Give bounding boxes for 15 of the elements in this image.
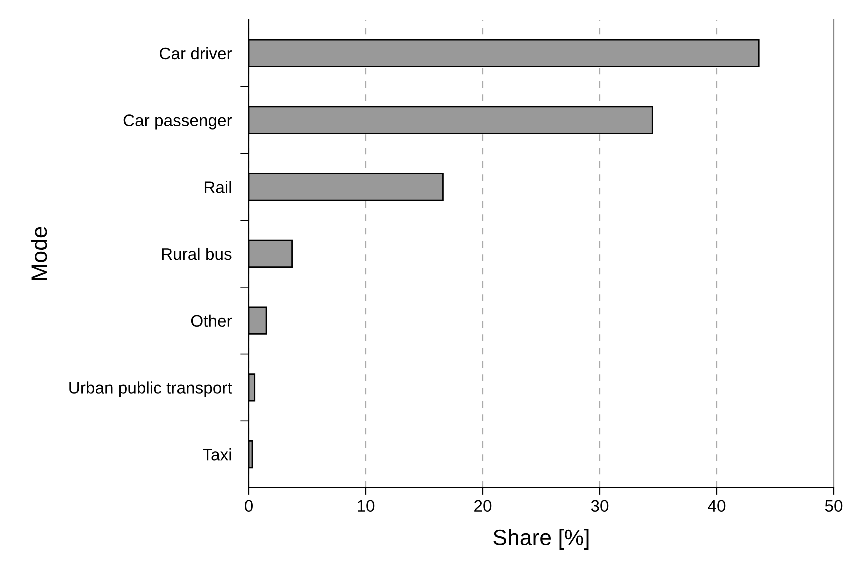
x-tick-label: 10 xyxy=(358,500,375,512)
y-tick-label: Car driver xyxy=(160,47,232,60)
y-tick-label: Urban public transport xyxy=(70,382,232,398)
y-tick-label: Car passenger xyxy=(124,114,232,130)
y-tick-label: Rural bus xyxy=(162,248,232,260)
y-axis-title: Mode xyxy=(30,227,48,280)
x-axis-title: Share [%] xyxy=(494,529,589,550)
x-tick-label: 40 xyxy=(708,500,726,512)
x-tick-label: 30 xyxy=(591,500,609,512)
y-tick-label: Taxi xyxy=(203,448,232,461)
x-tick-label: 0 xyxy=(245,500,253,512)
y-tick-label: Other xyxy=(191,314,232,328)
x-tick-label: 50 xyxy=(825,500,843,512)
x-tick-label: 20 xyxy=(474,500,492,512)
y-tick-label: Rail xyxy=(204,181,232,194)
